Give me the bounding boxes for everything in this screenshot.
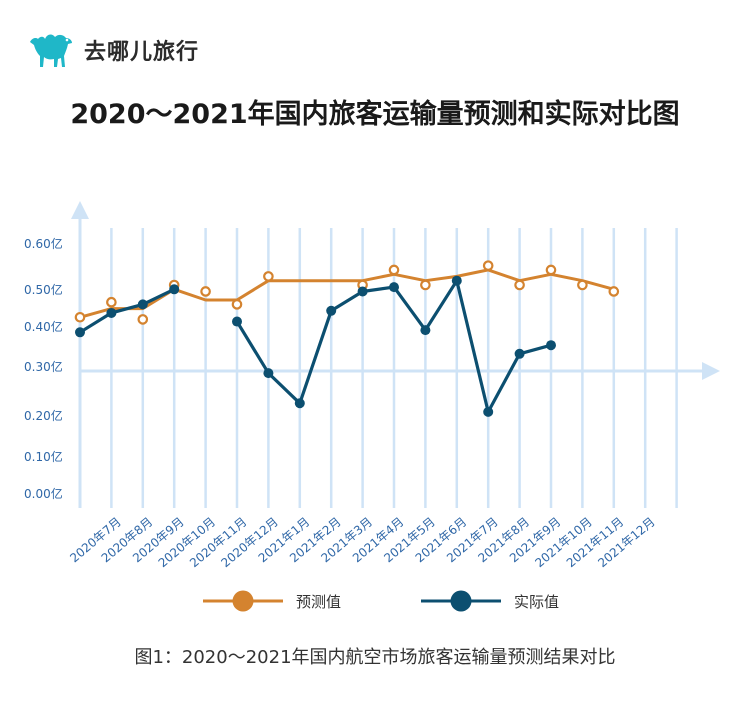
figure-caption: 图1：2020～2021年国内航空市场旅客运输量预测结果对比 — [134, 647, 616, 668]
data-point — [420, 325, 431, 336]
data-point — [577, 279, 588, 291]
brand-logo: 去哪儿旅行 — [28, 30, 199, 70]
data-point — [231, 299, 243, 310]
data-point — [514, 279, 525, 291]
legend-marker — [450, 590, 472, 612]
data-point — [389, 282, 399, 293]
data-point — [546, 340, 556, 351]
y-tick-label: 0.50亿 — [24, 282, 63, 297]
page-title: 2020～2021年国内旅客运输量预测和实际对比图 — [70, 99, 680, 130]
data-point — [608, 286, 620, 297]
data-point — [451, 275, 462, 286]
y-tick-label: 0.40亿 — [24, 319, 63, 334]
data-point — [137, 314, 149, 325]
data-point — [545, 264, 557, 276]
data-point — [137, 299, 148, 310]
data-point — [326, 305, 337, 316]
data-point — [483, 406, 494, 417]
data-point — [420, 279, 431, 291]
series-line — [79, 268, 615, 319]
data-point — [232, 316, 242, 327]
legend-label: 实际值 — [514, 593, 559, 611]
camel-icon — [30, 34, 72, 67]
x-arrow-head — [702, 362, 720, 380]
y-tick-label: 0.60亿 — [24, 236, 63, 251]
data-point — [357, 286, 368, 297]
data-point — [106, 296, 117, 308]
y-tick-label: 0.10亿 — [24, 449, 63, 464]
y-tick-label: 0.00亿 — [24, 486, 63, 501]
brand-name: 去哪儿旅行 — [84, 40, 200, 65]
y-tick-label: 0.20亿 — [24, 408, 63, 423]
legend-label: 预测值 — [296, 593, 341, 611]
legend-marker — [232, 590, 254, 612]
data-point — [482, 260, 494, 271]
data-point — [75, 327, 85, 338]
data-point — [263, 271, 274, 282]
y-axis-arrow — [71, 201, 89, 219]
series-line — [79, 279, 552, 414]
data-point — [514, 348, 525, 359]
data-point — [263, 368, 274, 379]
data-point — [169, 284, 180, 295]
y-tick-label: 0.30亿 — [24, 359, 63, 374]
data-point — [200, 286, 211, 297]
data-point — [388, 264, 400, 276]
data-point — [106, 307, 117, 318]
data-point — [74, 311, 86, 323]
data-point — [294, 398, 305, 409]
